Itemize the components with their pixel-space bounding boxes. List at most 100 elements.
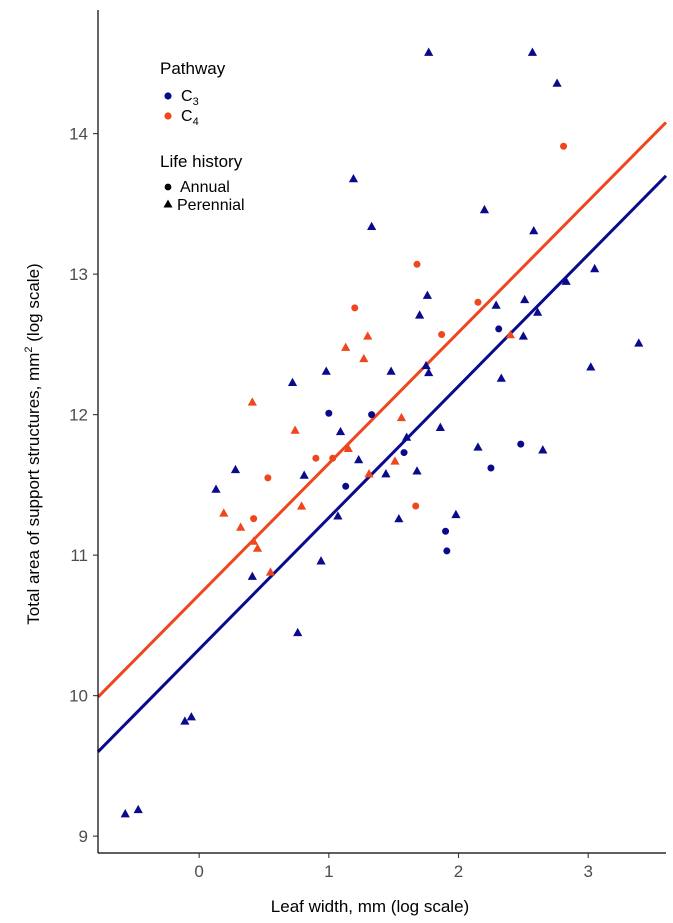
- data-point-c4-annual: [329, 454, 337, 462]
- data-point-c4-perennial: [219, 508, 229, 517]
- data-point-c3-annual: [342, 482, 350, 490]
- x-tick-label: 2: [454, 862, 463, 881]
- data-point-c4-perennial: [296, 501, 307, 510]
- data-point-c3-perennial: [394, 514, 404, 523]
- data-point-c3-perennial: [230, 464, 241, 474]
- data-point-c4-perennial: [364, 469, 374, 478]
- data-point-c3-perennial: [422, 290, 432, 299]
- fit-lines: [96, 121, 668, 753]
- data-point-c3-perennial: [491, 300, 501, 309]
- data-point-c4-perennial: [390, 456, 400, 465]
- data-point-c4-perennial: [396, 412, 407, 422]
- data-point-c3-annual: [487, 464, 495, 472]
- legend-label-c3-base: C: [181, 88, 193, 105]
- legend-key-perennial: [163, 199, 173, 208]
- data-point-c3-perennial: [402, 432, 412, 441]
- data-point-c3-perennial: [133, 804, 143, 814]
- data-point-c3-annual: [442, 527, 450, 535]
- data-point-c4-perennial: [252, 543, 263, 552]
- x-tick-label: 3: [583, 862, 592, 881]
- y-axis-title-main: Total area of support structures, mm: [24, 353, 43, 625]
- data-point-c3-perennial: [421, 360, 431, 370]
- data-point-c3-perennial: [412, 466, 422, 475]
- legend-label-c4-base: C: [181, 108, 193, 125]
- data-point-c3-perennial: [586, 362, 596, 371]
- data-point-c3-perennial: [386, 366, 396, 375]
- fit-line-c3: [96, 174, 668, 753]
- data-point-c3-perennial: [120, 809, 130, 818]
- y-tick-label: 11: [70, 546, 88, 565]
- x-tick-label: 0: [194, 862, 203, 881]
- x-tick-label: 1: [324, 862, 333, 881]
- y-tick-label: 10: [69, 687, 88, 706]
- data-point-c3-perennial: [367, 221, 377, 231]
- y-tick-label: 14: [69, 125, 88, 144]
- data-point-c4-annual: [438, 331, 446, 339]
- y-ticks: 9 10 11 12 13 14: [69, 125, 98, 846]
- legend: Pathway C3 C4 Life history Annual Perenn…: [160, 59, 245, 214]
- data-point-c3-perennial: [520, 294, 530, 304]
- data-point-c3-perennial: [590, 263, 600, 273]
- data-point-c3-perennial: [496, 373, 506, 382]
- data-points: [120, 47, 644, 818]
- data-point-c3-perennial: [381, 469, 391, 478]
- data-point-c4-perennial: [247, 397, 257, 406]
- data-point-c3-annual: [368, 411, 376, 419]
- x-ticks: 0 1 2 3: [194, 853, 593, 881]
- data-point-c4-perennial: [249, 536, 259, 545]
- y-axis-title: Total area of support structures, mm2 (l…: [23, 263, 43, 624]
- data-point-c4-perennial: [290, 425, 300, 434]
- data-point-c4-perennial: [363, 331, 373, 340]
- data-point-c3-perennial: [180, 716, 190, 725]
- data-point-c3-perennial: [435, 422, 445, 431]
- data-point-c3-perennial: [424, 47, 434, 56]
- data-point-c3-perennial: [561, 276, 571, 285]
- legend-label-c3: C3: [181, 88, 199, 108]
- legend-pathway-title: Pathway: [160, 59, 226, 78]
- y-axis-title-superscript: 2: [23, 346, 35, 352]
- data-point-c3-perennial: [348, 174, 359, 183]
- data-point-c3-perennial: [354, 455, 364, 464]
- data-point-c4-annual: [351, 304, 359, 312]
- data-point-c3-annual: [495, 325, 503, 333]
- data-point-c3-annual: [443, 547, 451, 555]
- data-point-c3-annual: [517, 440, 525, 448]
- data-point-c3-perennial: [529, 225, 539, 235]
- legend-label-perennial: Perennial: [177, 197, 245, 214]
- data-point-c4-perennial: [341, 342, 351, 351]
- data-point-c3-perennial: [479, 204, 490, 214]
- data-point-c3-perennial: [333, 511, 343, 520]
- data-point-c3-perennial: [552, 78, 562, 87]
- y-tick-label: 12: [69, 406, 88, 425]
- data-point-c3-perennial: [316, 556, 326, 565]
- data-point-c3-perennial: [247, 571, 257, 580]
- data-point-c3-perennial: [533, 307, 543, 316]
- data-point-c3-perennial: [538, 445, 548, 454]
- data-point-c4-perennial: [343, 443, 353, 453]
- data-point-c3-perennial: [424, 367, 434, 377]
- legend-key-annual: [164, 183, 172, 191]
- data-point-c3-perennial: [299, 470, 309, 479]
- x-axis-title: Leaf width, mm (log scale): [271, 897, 469, 916]
- data-point-c3-perennial: [451, 509, 461, 519]
- data-point-c3-perennial: [634, 338, 644, 347]
- data-point-c3-perennial: [415, 310, 425, 319]
- y-axis-title-suffix: (log scale): [24, 263, 43, 346]
- legend-label-c4-sub: 4: [193, 116, 199, 128]
- data-point-c3-perennial: [518, 331, 528, 340]
- data-point-c3-perennial: [211, 484, 221, 493]
- data-point-c4-annual: [474, 298, 482, 306]
- legend-life-history-title: Life history: [160, 152, 243, 171]
- data-point-c4-annual: [312, 454, 320, 462]
- data-point-c3-annual: [325, 409, 333, 417]
- legend-label-c4: C4: [181, 108, 199, 128]
- data-point-c3-annual: [400, 449, 408, 457]
- data-point-c3-perennial: [473, 442, 483, 451]
- data-point-c4-perennial: [265, 567, 276, 576]
- legend-label-c3-sub: 3: [193, 96, 199, 108]
- y-tick-label: 9: [79, 827, 88, 846]
- data-point-c3-perennial: [186, 712, 196, 721]
- data-point-c4-annual: [560, 142, 568, 150]
- data-point-c3-perennial: [293, 627, 303, 637]
